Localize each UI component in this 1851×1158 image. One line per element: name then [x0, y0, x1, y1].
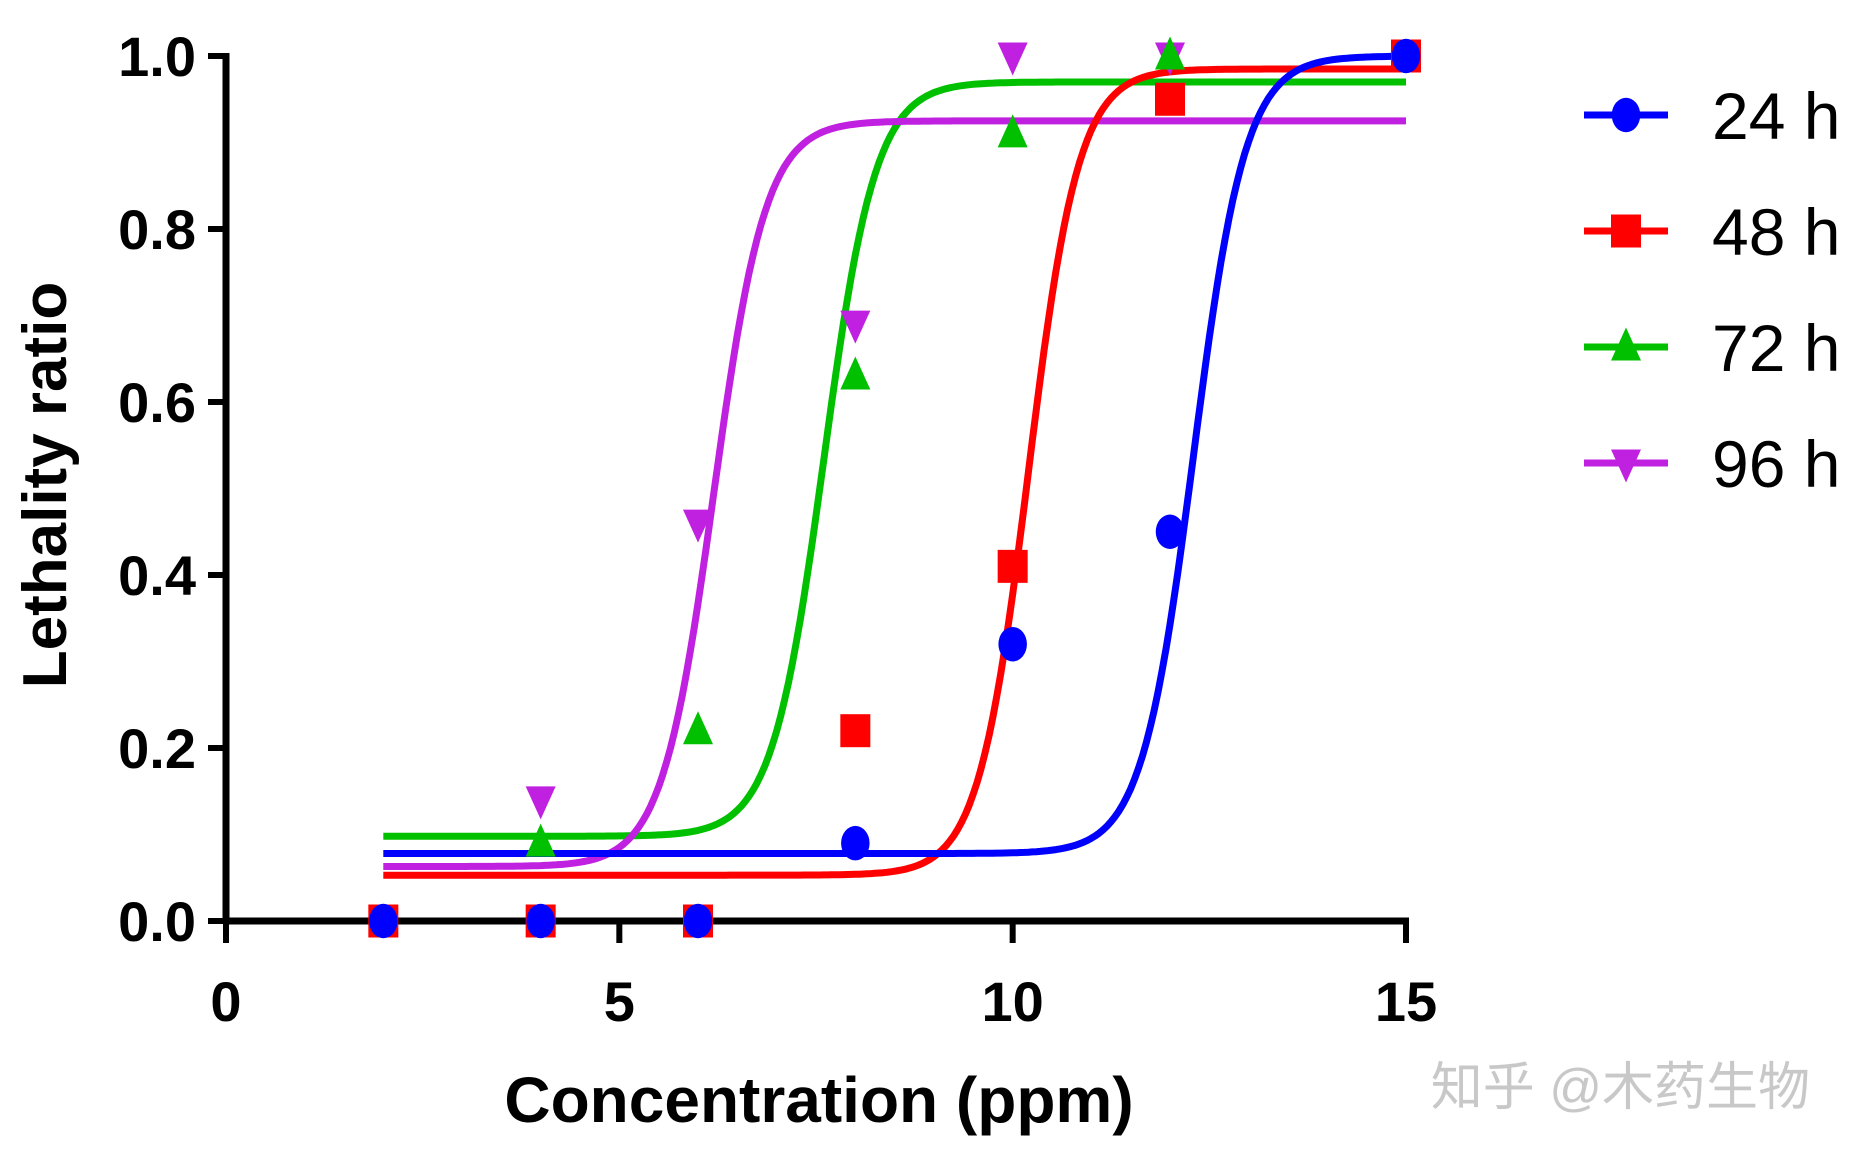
x-tick-label: 10	[982, 970, 1044, 1033]
data-point-24h	[841, 825, 870, 861]
data-point-48h	[1155, 82, 1185, 116]
y-axis-title: Lethality ratio	[11, 282, 80, 689]
data-point-24h	[683, 903, 713, 939]
data-point-96h	[840, 310, 871, 344]
legend-marker-triangle-down-icon	[1611, 449, 1641, 483]
data-point-24h	[526, 903, 555, 939]
legend-label: 96 h	[1712, 427, 1840, 501]
legend-item: 48 h	[1584, 195, 1840, 269]
x-tick-label: 15	[1375, 970, 1437, 1033]
data-point-72h	[1155, 36, 1185, 70]
data-point-24h	[1391, 38, 1421, 74]
legend-item: 96 h	[1584, 427, 1840, 501]
y-tick-label: 0.0	[118, 890, 196, 953]
legend-label: 72 h	[1712, 311, 1840, 385]
y-tick-label: 1.0	[118, 25, 196, 88]
data-point-96h	[525, 786, 556, 820]
fit-curves	[383, 52, 1407, 879]
data-point-72h	[525, 823, 556, 857]
legend-marker-circle-icon	[1611, 97, 1641, 133]
fit-curve-72h	[383, 78, 1406, 840]
legend-item: 24 h	[1584, 79, 1840, 153]
data-point-24h	[369, 903, 398, 939]
data-points	[368, 36, 1421, 939]
y-tick-label: 0.4	[118, 544, 196, 607]
data-point-72h	[997, 114, 1028, 148]
data-point-24h	[998, 626, 1027, 662]
fit-curve-24h	[383, 52, 1407, 857]
data-point-48h	[840, 714, 871, 748]
data-point-24h	[1155, 514, 1185, 549]
data-point-48h	[997, 549, 1028, 583]
axes: 0.0 0.2 0.4 0.6 0.8 1.0 0 5 10 15	[118, 25, 1437, 1033]
legend-marker-square-icon	[1611, 214, 1641, 248]
y-tick-label: 0.8	[118, 198, 196, 261]
watermark: 知乎 @木药生物	[1431, 1059, 1810, 1117]
data-point-96h	[997, 42, 1028, 76]
legend: 24 h 48 h 72 h 96 h	[1584, 79, 1840, 501]
y-tick-label: 0.2	[118, 717, 196, 780]
y-tick-label: 0.6	[118, 371, 196, 434]
fit-curve-48h	[383, 65, 1406, 879]
data-point-72h	[683, 711, 713, 745]
x-tick-label: 0	[210, 970, 241, 1033]
legend-label: 24 h	[1712, 79, 1840, 153]
fit-curve-96h	[383, 117, 1406, 870]
x-tick-label: 5	[604, 970, 635, 1033]
x-axis-title: Concentration (ppm)	[504, 1064, 1133, 1136]
data-point-96h	[683, 509, 713, 543]
legend-item: 72 h	[1584, 311, 1840, 385]
data-point-72h	[840, 356, 871, 390]
legend-label: 48 h	[1712, 195, 1840, 269]
legend-marker-triangle-up-icon	[1611, 327, 1641, 361]
